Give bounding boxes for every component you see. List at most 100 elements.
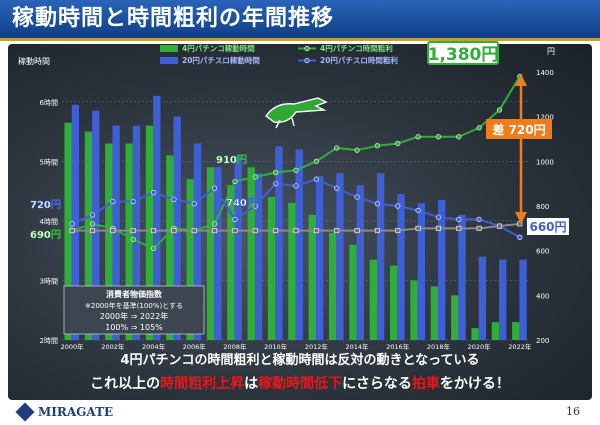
legend: 4円パチンコ稼動時間 20円パチスロ稼動時間 4円パチンコ時間粗利 20円パチスロ時間… (160, 43, 398, 65)
end-blue-text: 660円 (529, 220, 566, 234)
legend-label: 4円パチンコ時間粗利 (320, 43, 393, 53)
page-title: 稼動時間と時間粗利の年間推移 (0, 0, 600, 38)
title-rule (0, 38, 600, 41)
caption-line1: 4円パチンコの時間粗利と稼動時間は反対の動きとなっている (120, 352, 479, 368)
bar-pachinko (125, 143, 133, 340)
line-point (496, 107, 503, 113)
big-value-text: 1,380円 (428, 45, 499, 65)
bar-pachislot (376, 173, 385, 340)
bar-pachislot (336, 173, 344, 340)
left-tick-label: 6時間 (40, 99, 58, 107)
bar-pachinko (206, 167, 215, 340)
bar-pachislot (356, 185, 364, 340)
caption-part-5: 拍車 (412, 375, 440, 392)
note-line1: ※2000年を基準(100%)とする (85, 301, 183, 310)
bar-pachinko (512, 322, 520, 340)
line-point (313, 176, 319, 182)
line-point (130, 236, 136, 243)
bar-pachinko (227, 185, 235, 340)
line-point (273, 181, 279, 187)
line-point (273, 228, 279, 234)
x-tick-label: 2004年 (142, 342, 166, 351)
legend-swatch (160, 45, 178, 52)
bar-pachinko (451, 295, 459, 340)
line-point (252, 203, 258, 209)
caption-part-2: は (244, 376, 258, 392)
line-point (374, 201, 380, 207)
line-point (252, 228, 258, 234)
line-point (69, 221, 75, 227)
bar-pachislot (254, 173, 263, 340)
left-tick-label: 3時間 (40, 277, 58, 285)
bar-pachinko (430, 286, 439, 340)
x-tick-label: 2002年 (101, 342, 125, 351)
line-point (252, 174, 258, 180)
line-point (395, 203, 401, 209)
bar-pachislot (478, 256, 487, 340)
x-tick-label: 2022年 (508, 342, 532, 351)
line-point (293, 167, 299, 173)
caption-part-3: 稼動時間低下 (258, 375, 342, 392)
x-tick-label: 2006年 (183, 342, 207, 351)
line-point (517, 234, 523, 240)
footer-logo: MIRAGATE (15, 402, 114, 422)
line-point (212, 228, 218, 234)
bar-pachinko (105, 143, 113, 340)
bar-pachislot (214, 167, 222, 340)
bar-pachinko (267, 197, 276, 340)
bar-pachinko (491, 322, 500, 340)
line-point (151, 228, 157, 234)
bar-pachislot (153, 95, 161, 340)
line-point (150, 190, 157, 196)
bar-pachinko (308, 214, 316, 340)
diff-arrow (515, 74, 527, 224)
page-number: 16 (566, 405, 580, 418)
line-point (293, 183, 299, 189)
bar-pachinko (349, 244, 357, 340)
x-tick-label: 2010年 (264, 342, 288, 351)
line-point (191, 228, 197, 234)
bar-pachinko (145, 125, 154, 340)
big-value-callout: 1,380円 (427, 41, 499, 65)
right-tick-label: 1200 (536, 114, 554, 122)
caption-part-4: にさらなる (342, 376, 412, 392)
line-point (171, 228, 177, 234)
line-point (212, 221, 218, 227)
bar-pachinko (247, 167, 255, 340)
line-point (415, 134, 421, 140)
line-point (374, 228, 380, 234)
line-point (435, 214, 442, 220)
line-point (130, 228, 136, 234)
line-point (476, 125, 482, 131)
right-tick-label: 400 (536, 292, 549, 300)
note-line2: 2000年 ⇒ 2022年 (100, 311, 169, 321)
caption-part-6: をかける！ (440, 376, 510, 392)
line-point (232, 178, 238, 185)
bar-pachislot (132, 125, 141, 340)
line-point (334, 185, 340, 191)
bar-pachislot (397, 194, 405, 340)
left-axis-title: 稼動時間 (18, 56, 50, 66)
line-point (415, 207, 421, 214)
line-point (191, 201, 197, 207)
line-point (496, 223, 502, 229)
line-point (110, 228, 116, 234)
line-point (456, 216, 462, 222)
right-tick-label: 800 (536, 203, 549, 211)
line-point (293, 228, 299, 234)
caption-part-1: 時間粗利上昇 (160, 375, 244, 392)
x-tick-label: 2020年 (468, 342, 492, 351)
line-point (313, 158, 319, 164)
logo-text: MIRAGATE (38, 405, 114, 419)
bar-pachinko (166, 155, 174, 340)
line-point (456, 134, 462, 140)
note-heading: 消費者物価指数 (106, 289, 163, 299)
bar-pachislot (193, 143, 202, 340)
bar-pachislot (295, 149, 303, 340)
line-point (232, 216, 238, 222)
diff-callout: 差 720円 (486, 119, 552, 139)
line-point (273, 169, 279, 176)
line-point (354, 228, 360, 234)
bar-pachislot (315, 176, 324, 340)
x-tick-label: 2018年 (427, 342, 451, 351)
